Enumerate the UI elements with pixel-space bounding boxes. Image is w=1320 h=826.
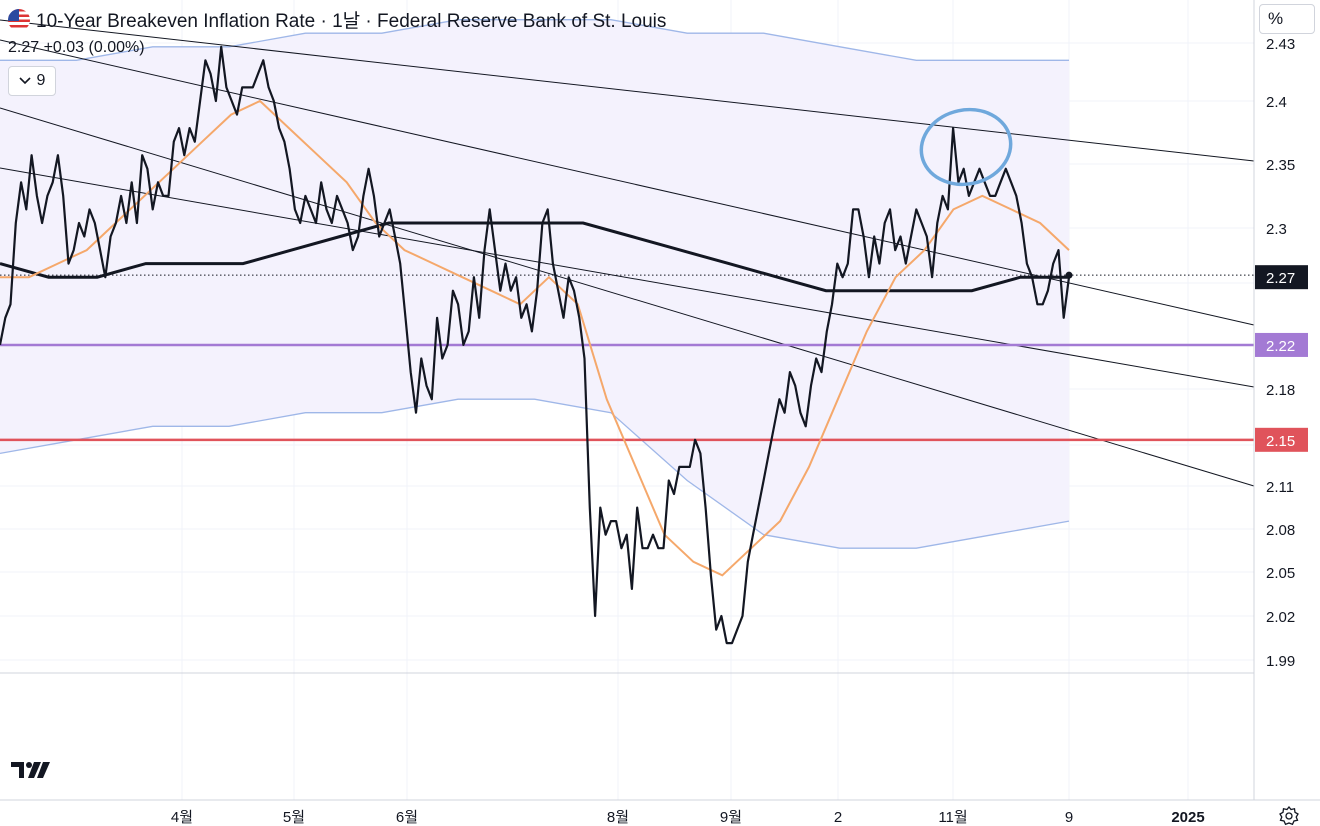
bollinger-band-fill [0,19,1069,549]
trendline-4[interactable] [0,167,1255,388]
x-tick-label: 5월 [283,809,305,826]
quote-line: 2.27 +0.03 (0.00%) [8,39,145,56]
y-tick-label: 2.3 [1266,221,1287,238]
x-tick-label: 6월 [396,809,418,826]
trendline-1[interactable] [0,19,1255,162]
slow-moving-average-line [0,221,1069,293]
percent-scale-button[interactable]: % [1259,4,1315,34]
x-tick-label: 4월 [171,809,193,826]
y-tick-label: 2.05 [1266,565,1295,582]
fast-moving-average-line [0,99,1070,577]
y-tick-label: 2.08 [1266,522,1295,539]
x-tick-label: 9 [1065,809,1073,826]
trendline-3[interactable] [0,107,1255,487]
chart-title[interactable]: 10-Year Breakeven Inflation Rate · 1날 · … [8,6,666,33]
y-tick-label: 2.11 [1266,479,1294,496]
y-tick-label: 2.02 [1266,609,1295,626]
us-flag-icon [8,9,30,31]
x-tick-label: 9월 [720,809,742,826]
settings-icon[interactable] [1279,806,1299,826]
lower-band-line [0,398,1070,549]
last-price-badge: 2.27 [1266,270,1295,287]
chevron-down-icon [18,77,31,85]
x-tick-label: 2 [834,809,842,826]
level-badge-2-15-bg [1255,427,1308,452]
x-tick-label: 11월 [938,809,967,826]
price-series-line [0,45,1071,645]
x-tick-label: 2025 [1171,809,1204,826]
indicator-count: 9 [36,72,46,89]
last-price-dot [1065,271,1073,279]
y-tick-label: 1.99 [1266,653,1295,670]
time-axis[interactable]: 4월 5월 6월 8월 9월 2 11월 9 2025 [171,809,1205,826]
y-tick-label: 2.18 [1266,382,1295,399]
last-price-badge-bg [1255,265,1308,290]
upper-band-line [0,19,1069,61]
level-badge-2-22-bg [1255,332,1308,357]
price-axis-badges: 2.27 2.22 2.15 [1255,265,1308,452]
highlight-circle-annotation[interactable] [914,101,1017,192]
x-tick-label: 8월 [607,809,629,826]
level-badge-2-22: 2.22 [1266,338,1295,355]
level-badge-2-15: 2.15 [1266,433,1295,450]
y-tick-label: 2.35 [1266,157,1295,174]
indicator-toggle[interactable]: 9 [8,66,56,96]
y-tick-label: 2.4 [1266,94,1287,111]
chart-title-text: 10-Year Breakeven Inflation Rate · 1날 · … [36,11,667,32]
tradingview-logo[interactable] [11,760,51,780]
y-tick-label: 2.43 [1266,36,1295,53]
